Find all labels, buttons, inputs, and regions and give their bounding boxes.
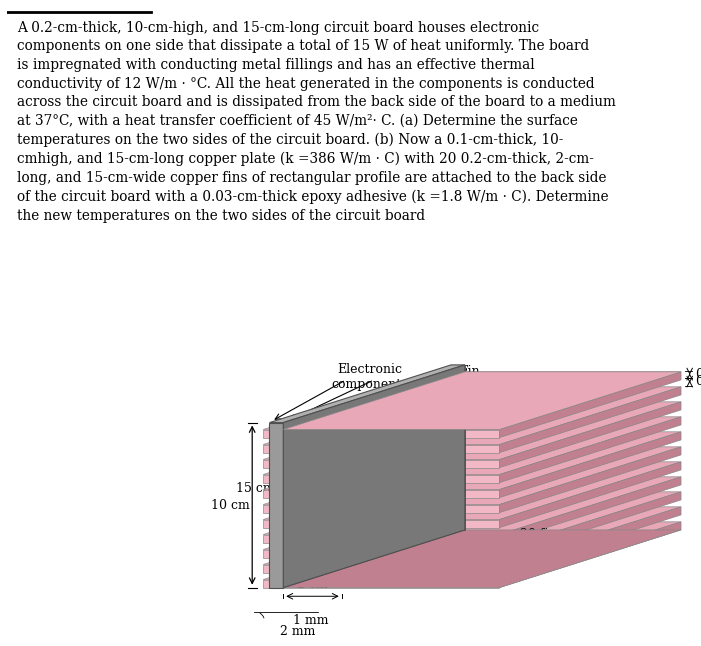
Polygon shape (263, 441, 294, 444)
Text: 10 cm: 10 cm (211, 499, 250, 512)
Polygon shape (263, 426, 294, 430)
Polygon shape (283, 444, 499, 453)
Polygon shape (263, 444, 283, 453)
Polygon shape (283, 475, 499, 483)
Polygon shape (283, 402, 681, 459)
Polygon shape (263, 531, 294, 534)
Polygon shape (283, 387, 681, 444)
Text: A 0.2-cm-thick, 10-cm-high, and 15-cm-long circuit board houses electronic
compo: A 0.2-cm-thick, 10-cm-high, and 15-cm-lo… (18, 21, 616, 222)
Polygon shape (263, 471, 294, 475)
Polygon shape (499, 447, 681, 512)
Polygon shape (283, 430, 499, 437)
Text: 1 mm: 1 mm (293, 614, 329, 627)
Polygon shape (283, 507, 681, 565)
Polygon shape (263, 534, 283, 543)
Polygon shape (283, 565, 499, 572)
Polygon shape (263, 519, 283, 528)
Polygon shape (283, 459, 499, 468)
Polygon shape (263, 505, 283, 512)
Polygon shape (269, 365, 465, 422)
Polygon shape (263, 459, 283, 468)
Polygon shape (283, 372, 681, 430)
Polygon shape (269, 530, 465, 588)
Text: 2 cm: 2 cm (297, 578, 328, 591)
Polygon shape (499, 462, 681, 528)
Polygon shape (263, 576, 294, 579)
Text: 2 mm: 2 mm (280, 625, 315, 638)
Polygon shape (499, 432, 681, 497)
Polygon shape (499, 372, 681, 437)
Polygon shape (283, 432, 681, 490)
Polygon shape (499, 477, 681, 543)
Polygon shape (283, 579, 499, 588)
Text: 0.2 cm: 0.2 cm (696, 368, 701, 380)
Polygon shape (263, 516, 294, 519)
Polygon shape (263, 546, 294, 550)
Polygon shape (263, 550, 283, 557)
Polygon shape (499, 417, 681, 483)
Text: 20 fins: 20 fins (519, 528, 563, 541)
Polygon shape (263, 501, 294, 505)
Polygon shape (283, 534, 499, 543)
Polygon shape (283, 417, 681, 475)
Polygon shape (263, 490, 283, 497)
Polygon shape (499, 507, 681, 572)
Polygon shape (499, 387, 681, 453)
Polygon shape (283, 447, 681, 505)
Text: 15 cm: 15 cm (236, 482, 275, 495)
Polygon shape (263, 561, 294, 565)
Polygon shape (269, 422, 283, 588)
Polygon shape (283, 492, 681, 550)
Polygon shape (263, 579, 283, 588)
Polygon shape (263, 456, 294, 459)
Polygon shape (283, 522, 681, 579)
Text: Fin: Fin (459, 364, 480, 377)
Text: Electronic
components: Electronic components (332, 362, 408, 391)
Polygon shape (263, 475, 283, 483)
Polygon shape (283, 505, 499, 512)
Polygon shape (283, 530, 681, 588)
Polygon shape (263, 565, 283, 572)
Polygon shape (499, 402, 681, 468)
Polygon shape (451, 365, 465, 530)
Polygon shape (283, 477, 681, 534)
Polygon shape (283, 462, 681, 519)
Polygon shape (263, 486, 294, 490)
Polygon shape (283, 519, 499, 528)
Polygon shape (499, 522, 681, 588)
Polygon shape (499, 492, 681, 557)
Polygon shape (283, 372, 681, 430)
Polygon shape (283, 490, 499, 497)
Text: 0.3 cm: 0.3 cm (696, 375, 701, 388)
Polygon shape (263, 430, 283, 437)
Polygon shape (283, 365, 465, 588)
Polygon shape (283, 550, 499, 557)
